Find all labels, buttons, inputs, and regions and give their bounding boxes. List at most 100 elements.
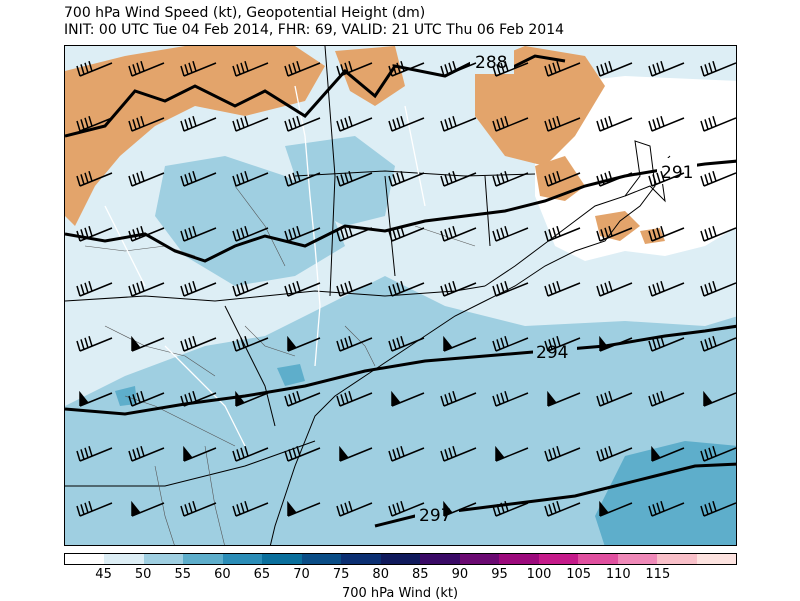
colorbar-swatch	[657, 554, 697, 564]
wind-barb	[388, 170, 425, 187]
wind-55-patch-2	[115, 386, 137, 406]
wind-barb	[544, 115, 581, 132]
wind-barb	[232, 335, 269, 352]
colorbar-tick-label: 90	[451, 567, 469, 582]
wind-barb	[391, 390, 425, 407]
colorbar-tick-label: 100	[526, 567, 552, 582]
wind-barb	[180, 115, 217, 132]
wind-barb	[700, 115, 736, 132]
wind-barb	[287, 500, 321, 517]
state-border	[329, 175, 336, 297]
wind-barb	[700, 225, 736, 242]
wind-barb	[284, 445, 321, 462]
wind-barb	[648, 280, 685, 297]
wind-barb	[76, 170, 113, 187]
state-border	[384, 175, 396, 277]
wind-barb	[388, 445, 425, 462]
wind-barb	[388, 60, 425, 77]
state-border	[224, 305, 276, 427]
colorbar-swatch	[222, 554, 263, 564]
wind-barb	[388, 225, 425, 242]
wind-barb	[284, 390, 321, 407]
wind-barb	[700, 500, 736, 517]
colorbar-tick-label: 60	[214, 567, 231, 582]
state-border	[294, 170, 536, 177]
wind-barb	[492, 390, 529, 407]
terrain-region	[65, 46, 325, 226]
wind-barb	[596, 60, 633, 77]
wind-barb	[180, 60, 217, 77]
wind-barb	[232, 170, 269, 187]
wind-barb	[599, 500, 633, 517]
wind-barb	[648, 115, 685, 132]
wind-barb	[648, 60, 685, 77]
wind-barb	[128, 445, 165, 462]
colorbar-swatch	[262, 554, 302, 564]
colorbar-label: 700 hPa Wind (kt)	[341, 586, 459, 601]
wind-barb	[183, 445, 217, 462]
wind-50-center	[285, 136, 395, 226]
colorbar-swatch	[143, 554, 184, 564]
wind-barb	[700, 445, 736, 462]
wind-50-inland	[155, 156, 345, 286]
wind-barb	[284, 225, 321, 242]
wind-barb	[443, 500, 477, 517]
wind-barb	[336, 170, 373, 187]
colorbar-tick-label: 80	[372, 567, 389, 582]
wind-barb	[287, 335, 321, 352]
wind-barb	[440, 445, 477, 462]
wind-barb	[232, 280, 269, 297]
wind-barb	[648, 225, 685, 242]
wind-barb	[492, 225, 529, 242]
wind-barb	[284, 115, 321, 132]
wind-barb	[648, 335, 685, 352]
colorbar-swatch	[380, 554, 421, 564]
colorbar-tick-label: 95	[491, 567, 508, 582]
wind-barb	[128, 390, 165, 407]
wind-barb	[492, 335, 529, 352]
wind-barb	[440, 280, 477, 297]
colorbar-tick-label: 70	[293, 567, 310, 582]
wind-barb	[128, 225, 165, 242]
wind-barb	[596, 445, 633, 462]
wind-barb	[544, 445, 581, 462]
state-border	[484, 175, 491, 247]
wind-barb	[440, 170, 477, 187]
wind-barb	[180, 170, 217, 187]
wind-barb	[492, 115, 529, 132]
wind-barb	[128, 170, 165, 187]
wind-barb	[232, 60, 269, 77]
wind-barb	[76, 225, 113, 242]
wind-barb	[128, 60, 165, 77]
wind-barb	[336, 225, 373, 242]
wind-barb	[131, 500, 165, 517]
wind-barb	[544, 335, 581, 352]
state-border	[65, 440, 316, 487]
rivers	[104, 85, 426, 447]
wind-barb	[284, 280, 321, 297]
wind-barb	[596, 115, 633, 132]
wind-barb	[703, 390, 736, 407]
wind-barb	[388, 335, 425, 352]
wind-barb	[76, 280, 113, 297]
wind-barb	[388, 115, 425, 132]
wind-barb	[128, 280, 165, 297]
wind-barbs	[76, 60, 736, 517]
wind-barb	[492, 60, 529, 77]
colorbar-swatch	[696, 554, 736, 564]
wind-barb	[232, 445, 269, 462]
wind-55-patch	[277, 364, 305, 386]
wind-barb	[76, 445, 113, 462]
colorbar-tick-label: 110	[605, 567, 631, 582]
colorbar-swatch	[578, 554, 618, 564]
wind-barb	[388, 280, 425, 297]
wind-barb	[651, 445, 685, 462]
map-panel: 288 291 294 297	[64, 45, 737, 546]
county-lines	[84, 185, 476, 545]
contour-label: 288	[475, 53, 507, 73]
wind-barb	[232, 115, 269, 132]
wind-barb	[180, 280, 217, 297]
wind-barb	[336, 390, 373, 407]
wind-barb	[443, 335, 477, 352]
wind-barb	[180, 225, 217, 242]
